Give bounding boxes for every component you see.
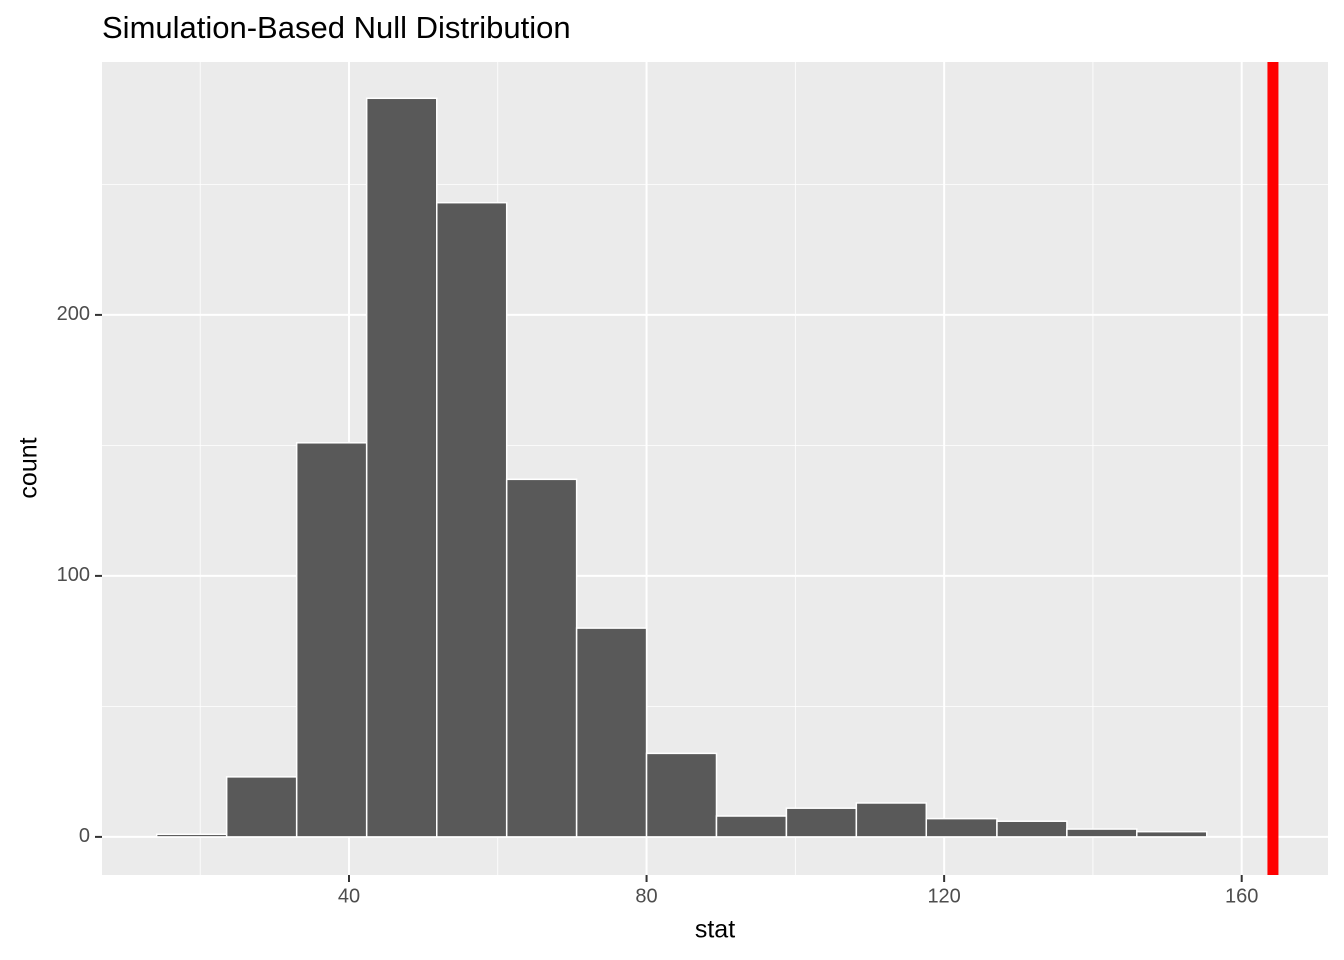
bar [436, 201, 508, 838]
chart-title: Simulation-Based Null Distribution [102, 10, 571, 45]
bar [1136, 830, 1208, 838]
bar [295, 442, 368, 838]
x-tick-label: 160 [1225, 885, 1258, 907]
bar [225, 776, 298, 838]
x-tick-label: 40 [338, 885, 360, 907]
y-tick-label: 0 [79, 825, 90, 847]
bar [785, 807, 858, 838]
x-tick-label: 80 [635, 885, 657, 907]
y-tick-label: 100 [57, 564, 90, 586]
x-tick-label: 120 [927, 885, 960, 907]
bar [645, 752, 718, 838]
y-tick-label: 200 [57, 303, 90, 325]
bar [155, 833, 228, 838]
bar [575, 627, 648, 838]
bar [996, 820, 1068, 838]
bar [1066, 828, 1138, 838]
bar [365, 97, 438, 838]
x-axis-title: stat [695, 916, 735, 944]
bar [855, 802, 928, 838]
bar [925, 817, 998, 838]
bar [505, 478, 578, 838]
y-axis-title: count [15, 437, 43, 498]
bar [715, 815, 788, 838]
